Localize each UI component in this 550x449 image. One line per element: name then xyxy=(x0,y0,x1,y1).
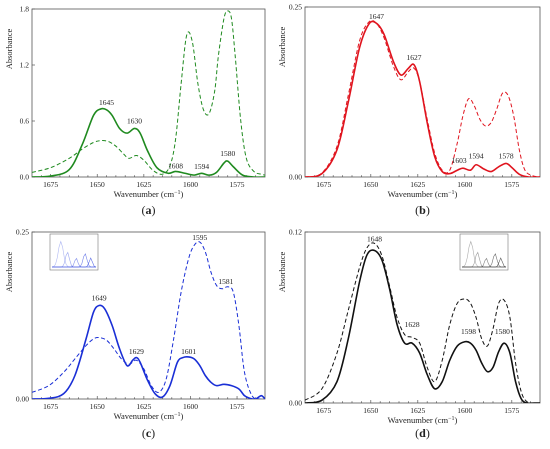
x-tick-label: 1575 xyxy=(230,180,245,189)
series-line-dashed xyxy=(305,242,540,403)
peak-label: 1598 xyxy=(461,327,476,336)
peak-label: 1645 xyxy=(99,98,114,107)
x-tick-label: 1625 xyxy=(410,406,425,415)
peak-label: 1627 xyxy=(407,53,422,62)
series-line-dashed xyxy=(32,10,265,176)
peak-label: 1628 xyxy=(405,320,420,329)
peak-label: 1648 xyxy=(367,234,382,243)
inset-component-curve xyxy=(52,257,97,268)
inset-frame xyxy=(459,233,509,271)
x-tick-label: 1600 xyxy=(183,402,198,411)
y-axis-label: Absorbance xyxy=(4,251,14,292)
inset-frame xyxy=(49,233,99,271)
x-tick-label: 1625 xyxy=(136,402,151,411)
y-tick-label: 1.2 xyxy=(20,61,30,70)
x-tick-label: 1600 xyxy=(457,406,472,415)
x-axis-label: Wavenumber (cm−1) xyxy=(388,189,458,199)
x-tick-label: 1675 xyxy=(43,180,58,189)
x-tick-label: 1600 xyxy=(183,180,198,189)
x-axis-label: Wavenumber (cm−1) xyxy=(114,411,184,421)
y-axis-label: Absorbance xyxy=(277,26,287,67)
x-tick-label: 1650 xyxy=(363,406,378,415)
y-tick-label: 0.0 xyxy=(20,173,30,182)
x-tick-label: 1575 xyxy=(504,180,519,189)
x-tick-label: 1575 xyxy=(230,402,245,411)
peak-label: 1578 xyxy=(499,151,514,160)
panel-c: 1675 1650 1625 1600 1575 0.00 0.25 Absorbance Wa… xyxy=(4,228,266,440)
y-tick-label: 0.00 xyxy=(289,173,302,182)
peak-label: 1649 xyxy=(92,293,107,302)
y-tick-label: 0.6 xyxy=(20,117,30,126)
peak-label: 1580 xyxy=(220,149,235,158)
y-tick-label: 0.12 xyxy=(289,228,302,237)
panel-d: 1675 1650 1625 1600 1575 0.00 0.12 Absorbance Wa… xyxy=(277,228,541,440)
x-tick-label: 1675 xyxy=(316,406,331,415)
x-tick-label: 1575 xyxy=(504,406,519,415)
y-tick-label: 0.00 xyxy=(289,399,302,408)
y-tick-label: 0.00 xyxy=(16,395,29,404)
peak-label: 1630 xyxy=(127,116,142,125)
panel-label: (d) xyxy=(415,426,430,440)
series-line-solid xyxy=(305,20,540,177)
series-line-dashed xyxy=(32,241,265,399)
series-line-solid xyxy=(305,249,540,403)
peak-label: 1595 xyxy=(192,233,207,242)
x-tick-label: 1625 xyxy=(410,180,425,189)
x-tick-label: 1675 xyxy=(316,180,331,189)
y-tick-label: 1.8 xyxy=(20,5,30,14)
series-line-dashed xyxy=(305,19,540,177)
panel-a: 1675 1650 1625 1600 1575 0.0 0.6 1.2 1.8 Absorban… xyxy=(4,5,266,217)
x-tick-label: 1650 xyxy=(363,180,378,189)
series-line-solid xyxy=(32,107,265,177)
peak-label: 1629 xyxy=(129,347,144,356)
y-axis-label: Absorbance xyxy=(4,28,14,69)
x-tick-label: 1600 xyxy=(457,180,472,189)
y-tick-label: 0.25 xyxy=(289,3,302,12)
peak-label: 1601 xyxy=(181,347,196,356)
x-axis-label: Wavenumber (cm−1) xyxy=(114,189,184,199)
peak-label: 1608 xyxy=(168,161,183,170)
peak-label: 1594 xyxy=(194,162,209,171)
panel-label: (b) xyxy=(415,203,430,217)
y-axis-label: Absorbance xyxy=(277,251,287,292)
x-axis-label: Wavenumber (cm−1) xyxy=(388,415,458,425)
panel-b: 1675 1650 1625 1600 1575 0.00 0.25 Absorbance Wa… xyxy=(277,3,541,217)
x-tick-label: 1675 xyxy=(43,402,58,411)
x-tick-label: 1650 xyxy=(90,402,105,411)
peak-label: 1581 xyxy=(218,277,233,286)
peak-label: 1603 xyxy=(452,156,467,165)
peak-label: 1594 xyxy=(469,151,484,160)
peak-label: 1580 xyxy=(495,327,510,336)
y-tick-label: 0.25 xyxy=(16,228,29,237)
x-tick-label: 1625 xyxy=(136,180,151,189)
inset-component-curve xyxy=(462,257,507,268)
x-tick-label: 1650 xyxy=(90,180,105,189)
panel-label: (a) xyxy=(142,203,156,217)
peak-label: 1647 xyxy=(369,12,384,21)
plot-frame xyxy=(31,8,266,178)
panel-label: (c) xyxy=(142,426,155,440)
series-line-solid xyxy=(32,304,265,399)
